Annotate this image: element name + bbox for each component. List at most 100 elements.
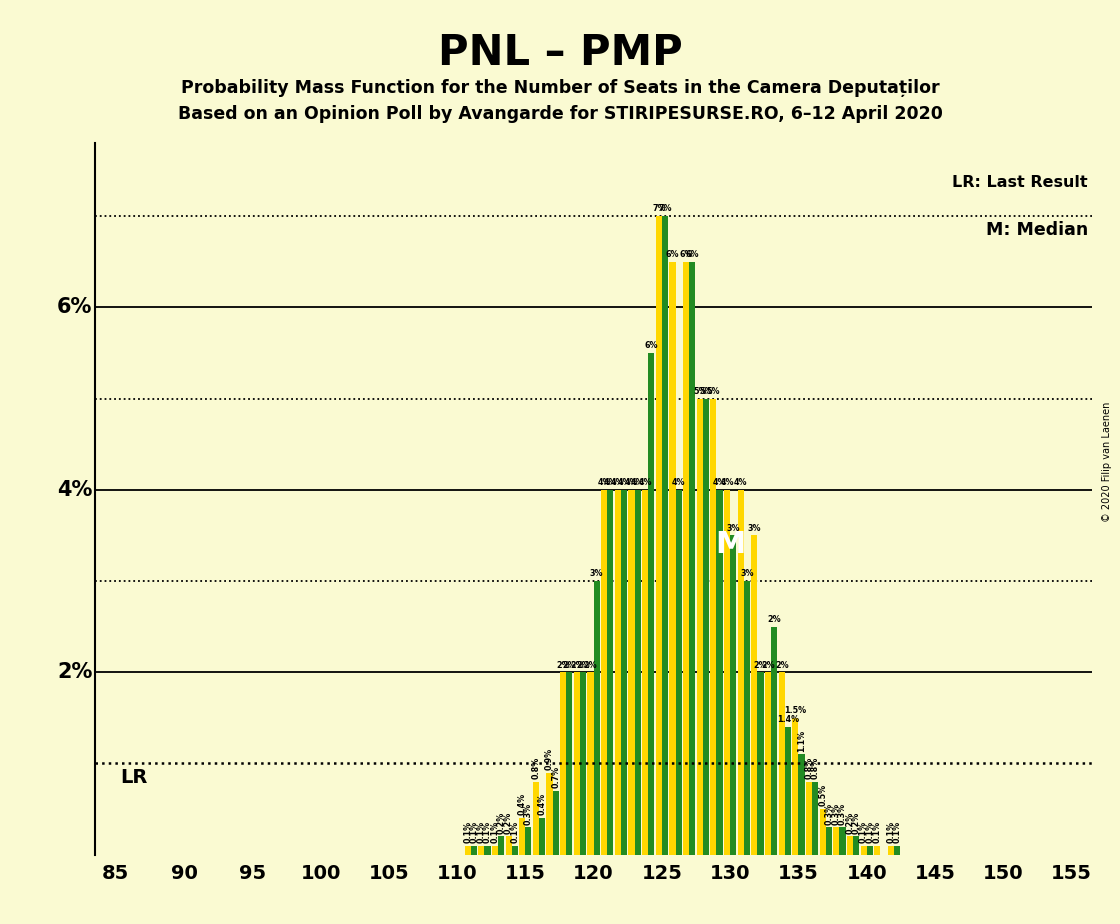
Bar — [806, 782, 812, 855]
Bar — [484, 845, 491, 855]
Text: 4%: 4% — [734, 478, 747, 487]
Text: 0.3%: 0.3% — [524, 802, 533, 824]
Bar — [607, 490, 614, 855]
Bar — [825, 827, 832, 855]
Bar — [785, 727, 791, 855]
Text: 1.1%: 1.1% — [797, 730, 806, 751]
Text: Probability Mass Function for the Number of Seats in the Camera Deputaților: Probability Mass Function for the Number… — [180, 79, 940, 96]
Text: 4%: 4% — [612, 478, 625, 487]
Text: 2%: 2% — [775, 661, 788, 670]
Bar — [757, 673, 764, 855]
Text: 4%: 4% — [625, 478, 638, 487]
Bar — [492, 845, 498, 855]
Text: 2%: 2% — [754, 661, 767, 670]
Text: 2%: 2% — [570, 661, 584, 670]
Text: 2%: 2% — [57, 663, 93, 682]
Text: 0.8%: 0.8% — [804, 757, 813, 779]
Text: 5%: 5% — [693, 387, 707, 395]
Text: M: M — [715, 530, 745, 559]
Text: 0.1%: 0.1% — [464, 821, 473, 843]
Bar — [498, 836, 504, 855]
Text: 4%: 4% — [597, 478, 610, 487]
Text: 0.1%: 0.1% — [511, 821, 520, 843]
Bar — [752, 535, 757, 855]
Text: 2%: 2% — [576, 661, 590, 670]
Text: 0.3%: 0.3% — [824, 802, 833, 824]
Bar — [703, 398, 709, 855]
Bar — [697, 398, 703, 855]
Text: 0.4%: 0.4% — [538, 794, 547, 816]
Text: 5%: 5% — [699, 387, 712, 395]
Text: 0.3%: 0.3% — [838, 802, 847, 824]
Bar — [662, 216, 668, 855]
Bar — [867, 845, 872, 855]
Text: LR: Last Result: LR: Last Result — [952, 176, 1088, 190]
Bar — [833, 827, 839, 855]
Text: 6%: 6% — [680, 250, 693, 259]
Bar — [894, 845, 900, 855]
Bar — [620, 490, 627, 855]
Text: 7%: 7% — [652, 204, 665, 213]
Text: 0.7%: 0.7% — [551, 766, 560, 788]
Bar — [888, 845, 894, 855]
Text: 0.2%: 0.2% — [504, 811, 513, 833]
Text: 3%: 3% — [590, 569, 604, 578]
Bar — [615, 490, 620, 855]
Text: 0.4%: 0.4% — [517, 794, 526, 816]
Text: 0.5%: 0.5% — [818, 784, 828, 807]
Text: 0.2%: 0.2% — [846, 811, 855, 833]
Bar — [635, 490, 641, 855]
Text: 4%: 4% — [631, 478, 644, 487]
Text: PNL – PMP: PNL – PMP — [438, 32, 682, 74]
Bar — [470, 845, 477, 855]
Bar — [675, 490, 682, 855]
Bar — [588, 673, 594, 855]
Bar — [853, 836, 859, 855]
Bar — [689, 261, 696, 855]
Text: 4%: 4% — [604, 478, 617, 487]
Text: © 2020 Filip van Laenen: © 2020 Filip van Laenen — [1102, 402, 1111, 522]
Text: 0.9%: 0.9% — [545, 748, 554, 770]
Text: 0.8%: 0.8% — [531, 757, 541, 779]
Bar — [533, 782, 539, 855]
Bar — [628, 490, 635, 855]
Text: M: Median: M: Median — [986, 221, 1088, 238]
Text: 4%: 4% — [720, 478, 734, 487]
Text: 0.1%: 0.1% — [491, 821, 500, 843]
Bar — [812, 782, 819, 855]
Bar — [539, 819, 545, 855]
Text: 3%: 3% — [740, 569, 754, 578]
Text: 0.1%: 0.1% — [483, 821, 492, 843]
Text: 0.2%: 0.2% — [496, 811, 505, 833]
Bar — [710, 398, 717, 855]
Text: 6%: 6% — [685, 250, 699, 259]
Text: 1.4%: 1.4% — [777, 715, 799, 724]
Bar — [717, 490, 722, 855]
Bar — [512, 845, 517, 855]
Bar — [594, 581, 599, 855]
Text: 6%: 6% — [665, 250, 679, 259]
Bar — [820, 809, 825, 855]
Bar — [839, 827, 846, 855]
Text: 2%: 2% — [762, 661, 775, 670]
Text: 0.1%: 0.1% — [886, 821, 895, 843]
Text: 4%: 4% — [712, 478, 726, 487]
Bar — [744, 581, 750, 855]
Text: 0.3%: 0.3% — [832, 802, 841, 824]
Bar — [738, 490, 744, 855]
Text: 4%: 4% — [638, 478, 652, 487]
Bar — [683, 261, 689, 855]
Bar — [552, 791, 559, 855]
Text: LR: LR — [120, 768, 147, 787]
Bar — [505, 836, 512, 855]
Text: 0.1%: 0.1% — [859, 821, 868, 843]
Bar — [567, 673, 572, 855]
Bar — [724, 490, 730, 855]
Text: 1.5%: 1.5% — [784, 706, 806, 715]
Text: 6%: 6% — [644, 341, 659, 350]
Text: 4%: 4% — [57, 480, 93, 500]
Text: 5%: 5% — [707, 387, 720, 395]
Bar — [860, 845, 867, 855]
Bar — [730, 535, 736, 855]
Text: 0.1%: 0.1% — [872, 821, 881, 843]
